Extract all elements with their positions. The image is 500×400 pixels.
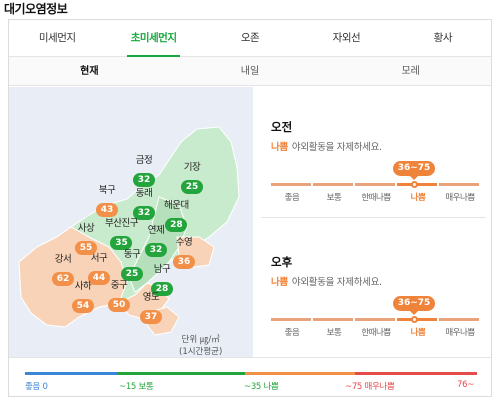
level-scale: 36~75 좋음 보통 한때나쁨 나쁨 매우나쁨 xyxy=(271,161,481,203)
region-namgu[interactable]: 남구 28 xyxy=(151,264,173,296)
level-scale: 36~75 좋음 보통 한때나쁨 나쁨 매우나쁨 xyxy=(271,296,481,338)
tab-ozone[interactable]: 오존 xyxy=(240,32,260,44)
status-line: 나쁨 야외활동을 자제하세요. xyxy=(271,139,481,153)
region-busanjingu[interactable]: 부산진구 35 xyxy=(105,218,138,250)
tab-now[interactable]: 현재 xyxy=(80,66,99,77)
legend-bar-normal xyxy=(117,372,245,375)
scale-segment xyxy=(271,183,311,186)
tab-ultrafine-dust[interactable]: 초미세먼지 xyxy=(105,20,201,57)
status-label: 나쁨 xyxy=(271,142,288,153)
level-marker-icon xyxy=(411,181,418,188)
legend-label: 좋음 0 xyxy=(25,382,48,392)
tab-yellow-dust[interactable]: 황사 xyxy=(433,32,453,44)
region-suyeong[interactable]: 수영 36 xyxy=(173,237,195,269)
legend-bar-very-bad xyxy=(355,372,477,375)
scale-label-active: 나쁨 xyxy=(410,328,426,338)
status-message: 야외활동을 자제하세요. xyxy=(291,142,382,153)
legend-label: 76~ xyxy=(457,380,475,390)
range-bubble: 36~75 xyxy=(393,161,435,180)
scale-segment xyxy=(313,183,353,186)
forecast-area: 오전 나쁨 야외활동을 자제하세요. 36~75 좋음 보통 한때나쁨 나쁨 매우… xyxy=(253,87,491,357)
scale-segment xyxy=(355,183,395,186)
divider xyxy=(261,217,486,218)
legend-label: ~15 보통 xyxy=(119,382,154,392)
region-dongnae[interactable]: 동래 32 xyxy=(133,188,155,220)
scale-segment xyxy=(355,318,395,321)
forecast-morning: 오전 나쁨 야외활동을 자제하세요. 36~75 좋음 보통 한때나쁨 나쁨 매우… xyxy=(271,119,481,203)
region-donggu[interactable]: 동구 25 xyxy=(121,249,143,281)
legend-bar-good xyxy=(25,372,117,375)
region-gijang[interactable]: 기장 25 xyxy=(181,162,203,194)
scale-label: 매우나쁨 xyxy=(445,328,475,338)
scale-label: 한때나쁨 xyxy=(361,328,391,338)
scale-label: 보통 xyxy=(326,328,342,338)
region-geumjeong[interactable]: 금정 32 xyxy=(133,155,155,187)
scale-segment xyxy=(439,183,479,186)
scale-label: 매우나쁨 xyxy=(445,193,475,203)
region-map: 금정 32 기장 25 북구 43 동래 32 해운대 28 사상 55 부산진구 35 연제… xyxy=(9,87,253,357)
pollutant-tabs: 미세먼지 초미세먼지 오존 자외선 황사 xyxy=(9,20,491,57)
tab-tomorrow[interactable]: 내일 xyxy=(240,66,260,77)
unit-label: 단위 ㎍/㎥ (1시간평균) xyxy=(179,335,223,357)
scale-label: 한때나쁨 xyxy=(361,193,391,203)
region-bukgu[interactable]: 북구 43 xyxy=(96,185,118,217)
legend-label: ~75 매우나쁨 xyxy=(345,382,395,392)
region-yeongdo[interactable]: 영도 37 xyxy=(140,292,162,324)
period-title: 오전 xyxy=(271,120,293,134)
legend-bar-bad xyxy=(245,372,355,375)
range-bubble: 36~75 xyxy=(393,296,435,315)
region-saha[interactable]: 사하 54 xyxy=(72,281,94,313)
scale-segment xyxy=(313,318,353,321)
region-gangseo[interactable]: 강서 62 xyxy=(52,254,74,286)
scale-segment xyxy=(439,318,479,321)
status-label: 나쁨 xyxy=(271,277,288,288)
scale-label: 보통 xyxy=(326,193,342,203)
level-marker-icon xyxy=(411,316,418,323)
period-title: 오후 xyxy=(271,255,293,269)
tab-fine-dust[interactable]: 미세먼지 xyxy=(38,32,76,44)
tab-uv[interactable]: 자외선 xyxy=(332,32,361,44)
page-title: 대기오염정보 xyxy=(4,2,68,16)
region-haeundae[interactable]: 해운대 28 xyxy=(164,200,189,232)
forecast-afternoon: 오후 나쁨 야외활동을 자제하세요. 36~75 좋음 보통 한때나쁨 나쁨 매우… xyxy=(271,254,481,338)
time-tabs: 현재 내일 모레 xyxy=(9,57,491,86)
region-yeonje[interactable]: 연제 32 xyxy=(145,225,167,257)
scale-label-active: 나쁨 xyxy=(410,193,426,203)
legend-label: ~35 나쁨 xyxy=(244,382,279,392)
region-seogu[interactable]: 서구 44 xyxy=(88,253,110,285)
status-line: 나쁨 야외활동을 자제하세요. xyxy=(271,274,481,288)
scale-label: 좋음 xyxy=(284,328,300,338)
air-quality-panel: 미세먼지 초미세먼지 오존 자외선 황사 현재 내일 모레 금정 32 기장 25 … xyxy=(8,19,492,397)
scale-segment xyxy=(271,318,311,321)
region-sasang[interactable]: 사상 55 xyxy=(75,223,97,255)
tab-day-after[interactable]: 모레 xyxy=(401,66,420,77)
scale-label: 좋음 xyxy=(284,193,300,203)
region-junggu[interactable]: 중구 50 xyxy=(108,280,130,312)
status-message: 야외활동을 자제하세요. xyxy=(291,277,382,288)
level-legend: 좋음 0 ~15 보통 ~35 나쁨 ~75 매우나쁨 76~ xyxy=(9,357,491,397)
